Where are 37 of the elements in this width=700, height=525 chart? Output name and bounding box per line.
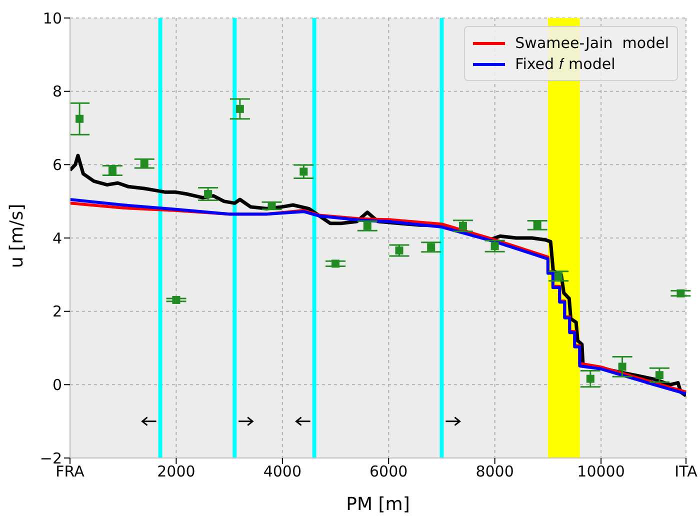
point: [554, 272, 563, 280]
legend-label: Fixed 𝑓 model: [515, 55, 616, 73]
x-tick-label: 8000: [476, 462, 514, 481]
point: [108, 166, 116, 175]
y-tick-label: 0: [52, 376, 62, 394]
point: [655, 371, 664, 380]
x-tick-label: 6000: [370, 462, 408, 481]
point: [458, 222, 467, 230]
legend-label: Swamee-Jain model: [515, 34, 669, 52]
point: [395, 246, 404, 254]
point: [204, 190, 212, 198]
y-tick-label: 6: [52, 156, 62, 174]
point: [76, 114, 84, 123]
point: [586, 374, 594, 383]
point: [332, 260, 340, 268]
x-tick-label: FRA: [56, 462, 86, 481]
point: [300, 168, 308, 176]
point: [172, 296, 180, 304]
point: [140, 160, 148, 168]
point: [363, 222, 372, 230]
point: [618, 362, 626, 371]
y-tick-label: 10: [42, 9, 62, 28]
y-tick-label: 8: [52, 82, 62, 101]
x-tick-label: 2000: [157, 462, 196, 481]
y-axis-title: u [m/s]: [6, 204, 28, 268]
y-tick-label: 4: [52, 229, 62, 248]
x-tick-label: ITA: [674, 462, 698, 481]
point: [676, 289, 685, 298]
point: [268, 202, 276, 210]
point: [236, 104, 244, 113]
point: [427, 243, 436, 252]
point: [533, 221, 542, 230]
x-tick-label: 4000: [263, 462, 302, 481]
y-tick-label: 2: [52, 302, 62, 321]
x-axis-title: PM [m]: [346, 494, 410, 515]
point: [490, 242, 499, 250]
x-tick-label: 10000: [577, 462, 625, 481]
